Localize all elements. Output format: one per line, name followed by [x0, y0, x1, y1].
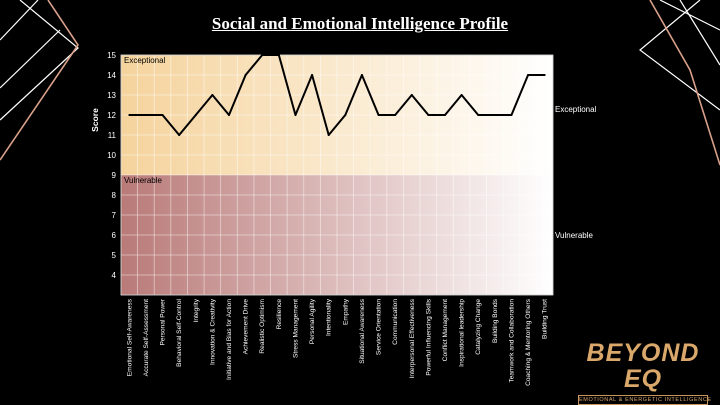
y-tick-label: 11 [108, 131, 117, 140]
x-tick-label: Innovation & Creativity [209, 298, 216, 365]
band-label-right: Exceptional [555, 105, 597, 114]
y-tick-label: 12 [107, 111, 116, 120]
plot-border [120, 54, 554, 296]
x-tick-label: Realistic Optimism [259, 298, 266, 353]
data-point [211, 94, 214, 96]
y-tick-label: 10 [107, 151, 116, 160]
x-tick-label: Communication [392, 299, 399, 345]
data-point [277, 54, 280, 56]
x-tick-label: Service Orientation [376, 299, 383, 355]
x-tick-label: Achievement Drive [243, 299, 250, 355]
data-point [543, 74, 546, 76]
x-tick-label: Inspirational leadership [459, 299, 466, 367]
x-tick-label: Conflict Management [442, 299, 449, 361]
x-tick-label: Integrity [193, 298, 200, 322]
x-tick-label: Intentionality [326, 298, 333, 336]
x-tick-label: Behavioral Self-Control [176, 298, 183, 366]
data-point [477, 114, 480, 116]
x-tick-label: Coaching & Mentoring Others [525, 298, 532, 386]
data-point [194, 114, 197, 116]
y-tick-label: 14 [107, 71, 116, 80]
data-point [311, 74, 314, 76]
data-point [327, 134, 330, 136]
data-point [261, 54, 264, 56]
y-axis-label: Score [90, 108, 100, 132]
x-tick-label: Building Bonds [492, 298, 499, 343]
y-tick-label: 8 [112, 191, 117, 200]
data-point [510, 114, 513, 116]
x-tick-label: Powerful Influencing Skills [425, 298, 432, 375]
data-point [178, 134, 181, 136]
data-point [244, 74, 247, 76]
page-title: Social and Emotional Intelligence Profil… [211, 14, 509, 33]
data-point [460, 94, 463, 96]
x-tick-label: Empathy [342, 298, 349, 325]
logo-sub-text: EMOTIONAL & ENERGETIC INTELLIGENCE [578, 395, 712, 405]
x-tick-label: Situational Awareness [359, 298, 366, 363]
x-tick-label: Interpersonal Effectiveness [409, 298, 416, 378]
logo-main-text: BEYOND EQ [586, 339, 700, 393]
x-tick-label: Teamwork and Collaboration [508, 299, 515, 383]
data-point [377, 114, 380, 116]
data-point [493, 114, 496, 116]
y-tick-label: 13 [107, 91, 116, 100]
x-tick-label: Initiative and Bias for Action [226, 299, 233, 380]
data-point [410, 94, 413, 96]
y-tick-label: 5 [112, 251, 117, 260]
y-tick-label: 4 [112, 271, 117, 280]
y-tick-label: 7 [112, 211, 117, 220]
x-tick-label: Personal Agility [309, 298, 316, 344]
x-tick-label: Stress Management [292, 299, 299, 358]
data-point [344, 114, 347, 116]
series-line [129, 54, 545, 136]
beyond-eq-logo: BEYOND EQ EMOTIONAL & ENERGETIC INTELLIG… [578, 339, 712, 405]
data-point [360, 74, 363, 76]
x-tick-label: Accurate Self-Assessment [143, 299, 150, 376]
data-point [444, 114, 446, 116]
x-tick-label: Building Trust [542, 299, 549, 339]
band-label-inside: Exceptional [124, 56, 166, 65]
data-point [128, 114, 131, 116]
x-tick-label: Catalyzing Change [475, 299, 482, 355]
data-point [294, 114, 297, 116]
band-label-inside: Vulnerable [124, 176, 163, 185]
x-tick-label: Emotional Self-Awareness [126, 298, 133, 376]
data-point [161, 114, 164, 116]
data-point [394, 114, 397, 116]
band-label-right: Vulnerable [555, 231, 594, 240]
data-point [427, 114, 430, 116]
data-point [144, 114, 147, 116]
y-tick-label: 6 [112, 231, 117, 240]
x-tick-label: Resilience [276, 299, 283, 330]
data-point [228, 114, 230, 116]
x-tick-label: Personal Power [160, 298, 167, 345]
data-point [527, 74, 530, 76]
y-tick-label: 9 [112, 171, 117, 180]
y-tick-label: 15 [107, 51, 116, 60]
